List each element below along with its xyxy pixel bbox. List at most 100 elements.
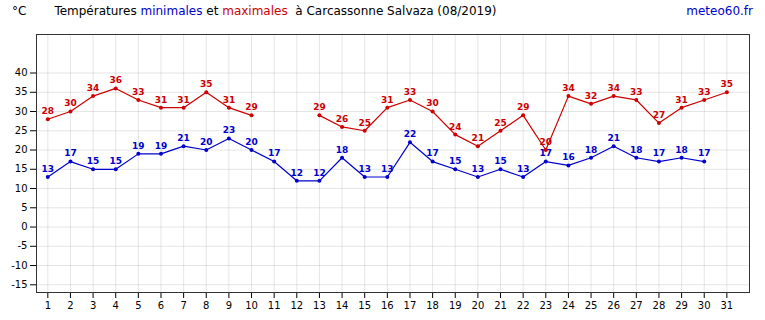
svg-text:19: 19 (155, 141, 168, 151)
svg-text:32: 32 (585, 91, 598, 101)
svg-text:29: 29 (517, 102, 530, 112)
svg-text:12: 12 (290, 300, 303, 311)
svg-text:18: 18 (426, 300, 439, 311)
svg-text:17: 17 (540, 148, 553, 158)
svg-text:14: 14 (336, 300, 349, 311)
svg-text:25: 25 (494, 118, 507, 128)
svg-text:23: 23 (223, 125, 236, 135)
svg-text:26: 26 (336, 114, 349, 124)
svg-text:5: 5 (21, 202, 27, 213)
svg-text:17: 17 (268, 148, 281, 158)
svg-text:29: 29 (245, 102, 258, 112)
svg-text:18: 18 (675, 145, 688, 155)
svg-text:2: 2 (67, 300, 73, 311)
svg-text:20: 20 (245, 137, 258, 147)
svg-text:34: 34 (562, 83, 575, 93)
svg-text:12: 12 (313, 168, 326, 178)
svg-text:17: 17 (653, 148, 666, 158)
svg-text:8: 8 (203, 300, 209, 311)
svg-text:20: 20 (472, 300, 485, 311)
svg-text:13: 13 (313, 300, 326, 311)
svg-text:23: 23 (539, 300, 552, 311)
svg-text:15: 15 (109, 156, 122, 166)
svg-text:36: 36 (109, 75, 122, 85)
svg-text:13: 13 (381, 164, 394, 174)
svg-text:31: 31 (720, 300, 733, 311)
svg-text:20: 20 (540, 137, 553, 147)
svg-text:3: 3 (90, 300, 96, 311)
svg-text:24: 24 (562, 300, 575, 311)
svg-text:29: 29 (313, 102, 326, 112)
svg-text:10: 10 (245, 300, 258, 311)
svg-text:19: 19 (132, 141, 145, 151)
svg-text:25: 25 (585, 300, 598, 311)
svg-text:30: 30 (426, 98, 439, 108)
svg-text:17: 17 (64, 148, 77, 158)
svg-text:22: 22 (517, 300, 530, 311)
svg-text:31: 31 (675, 95, 688, 105)
svg-text:33: 33 (132, 87, 145, 97)
svg-text:15: 15 (494, 156, 507, 166)
svg-text:35: 35 (200, 79, 213, 89)
svg-text:21: 21 (494, 300, 507, 311)
svg-text:13: 13 (517, 164, 530, 174)
svg-text:33: 33 (404, 87, 417, 97)
svg-text:15: 15 (15, 163, 28, 174)
svg-text:15: 15 (358, 300, 371, 311)
svg-text:18: 18 (336, 145, 349, 155)
svg-text:16: 16 (381, 300, 394, 311)
svg-text:33: 33 (698, 87, 711, 97)
svg-text:22: 22 (404, 129, 417, 139)
svg-text:1: 1 (45, 300, 51, 311)
svg-text:19: 19 (449, 300, 462, 311)
svg-text:30: 30 (64, 98, 77, 108)
svg-text:24: 24 (449, 121, 462, 131)
svg-text:17: 17 (404, 300, 417, 311)
svg-text:4: 4 (113, 300, 119, 311)
svg-text:18: 18 (630, 145, 643, 155)
svg-text:21: 21 (607, 133, 620, 143)
svg-text:20: 20 (200, 137, 213, 147)
svg-text:26: 26 (607, 300, 620, 311)
svg-text:33: 33 (630, 87, 643, 97)
svg-text:17: 17 (698, 148, 711, 158)
svg-text:25: 25 (358, 118, 371, 128)
svg-text:30: 30 (15, 106, 28, 117)
svg-text:12: 12 (291, 168, 304, 178)
svg-text:35: 35 (721, 79, 734, 89)
svg-text:13: 13 (358, 164, 371, 174)
svg-text:21: 21 (472, 133, 485, 143)
svg-text:17: 17 (426, 148, 439, 158)
svg-text:9: 9 (226, 300, 232, 311)
svg-text:-10: -10 (11, 260, 27, 271)
svg-text:21: 21 (177, 133, 190, 143)
svg-text:40: 40 (15, 67, 28, 78)
svg-text:-15: -15 (11, 279, 27, 290)
svg-text:0: 0 (21, 221, 27, 232)
svg-text:27: 27 (653, 110, 666, 120)
svg-text:31: 31 (155, 95, 168, 105)
svg-text:10: 10 (15, 183, 28, 194)
svg-text:35: 35 (15, 86, 28, 97)
svg-text:31: 31 (381, 95, 394, 105)
svg-text:27: 27 (630, 300, 643, 311)
svg-text:31: 31 (223, 95, 236, 105)
svg-text:13: 13 (42, 164, 55, 174)
svg-text:11: 11 (268, 300, 281, 311)
svg-text:15: 15 (87, 156, 100, 166)
svg-text:30: 30 (698, 300, 711, 311)
svg-text:15: 15 (449, 156, 462, 166)
svg-text:18: 18 (585, 145, 598, 155)
svg-text:13: 13 (472, 164, 485, 174)
svg-text:-5: -5 (18, 240, 28, 251)
svg-text:28: 28 (42, 106, 55, 116)
svg-text:29: 29 (675, 300, 688, 311)
svg-text:34: 34 (87, 83, 100, 93)
svg-text:34: 34 (607, 83, 620, 93)
svg-text:25: 25 (15, 125, 28, 136)
svg-text:16: 16 (562, 152, 575, 162)
svg-text:20: 20 (15, 144, 28, 155)
svg-text:5: 5 (135, 300, 141, 311)
svg-text:28: 28 (653, 300, 666, 311)
svg-text:6: 6 (158, 300, 164, 311)
